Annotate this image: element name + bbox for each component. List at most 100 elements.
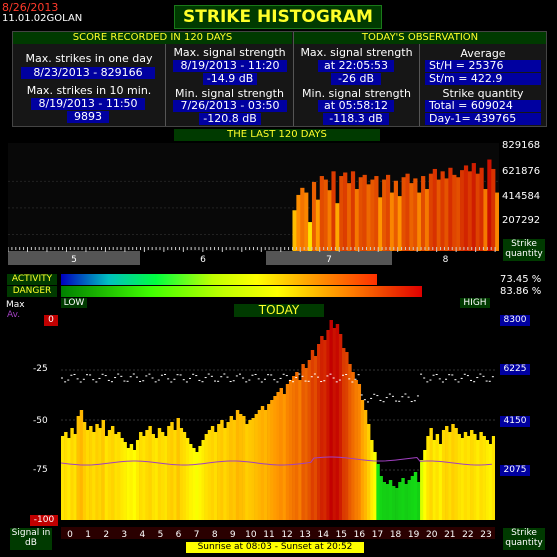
- hour-bar: [357, 384, 362, 520]
- hour-label: 4: [140, 530, 146, 539]
- min-sig-value: -120.8 dB: [199, 113, 261, 125]
- danger-value: 83.86 %: [500, 286, 542, 297]
- month-segment: [266, 251, 392, 265]
- hour-bar: [117, 432, 121, 520]
- hour-label: 20: [426, 530, 438, 539]
- hour-bar: [388, 480, 393, 520]
- month-axis: 5 6 7 8: [8, 247, 499, 265]
- max-legend: Max: [6, 300, 25, 310]
- hour-bar: [260, 406, 265, 520]
- hour-bar: [491, 436, 495, 520]
- hour-bar: [288, 380, 293, 520]
- hour-label: 12: [281, 530, 292, 539]
- day-bar: [417, 192, 422, 261]
- day-bar: [409, 183, 414, 261]
- day-bar: [448, 167, 453, 261]
- hour-bar: [135, 440, 140, 520]
- day-bar: [405, 173, 410, 261]
- hour-bar: [466, 436, 471, 520]
- day-bar: [366, 184, 371, 261]
- hour-bar: [345, 352, 349, 520]
- hour-bar: [210, 426, 215, 520]
- month-label: 5: [71, 255, 77, 265]
- day-bar: [456, 177, 461, 261]
- hour-bar: [270, 400, 274, 520]
- hour-label: 21: [444, 530, 455, 539]
- station-name: GOLAN: [46, 13, 83, 24]
- hour-label: 13: [299, 530, 310, 539]
- month-label: 7: [326, 255, 332, 265]
- hour-bar: [310, 350, 315, 520]
- strike-quantity-label: Strike quantity: [442, 87, 524, 100]
- hour-bar: [157, 428, 162, 520]
- hour-bar: [139, 432, 143, 520]
- day-bar: [475, 173, 480, 261]
- today-max-sig-value: -26 dB: [331, 73, 381, 85]
- day-bar: [471, 163, 476, 261]
- month-segment: [140, 251, 266, 265]
- hour-label: 19: [408, 530, 420, 539]
- day-bar: [440, 171, 445, 261]
- hour-label: 7: [194, 530, 200, 539]
- y-tick-right: 4150: [500, 416, 530, 427]
- hour-bar: [423, 450, 427, 520]
- day-bar: [452, 174, 457, 261]
- hour-bar: [313, 356, 318, 520]
- day-bar: [479, 167, 484, 261]
- hour-label: 1: [85, 530, 91, 539]
- day-bar: [444, 178, 449, 261]
- hour-label: 8: [212, 530, 218, 539]
- hour-bar: [245, 424, 249, 520]
- hour-bar: [482, 436, 486, 520]
- hour-label: 3: [121, 530, 127, 539]
- hour-bar: [385, 484, 390, 520]
- hour-bar: [104, 436, 109, 520]
- max-one-day-value: 8/23/2013 - 829166: [21, 67, 155, 79]
- day-bar: [436, 179, 441, 261]
- today-obs-header: TODAY'S OBSERVATION: [294, 32, 546, 44]
- day-bar: [491, 168, 496, 261]
- stats-panel: SCORE RECORDED IN 120 DAYS TODAY'S OBSER…: [12, 31, 547, 127]
- av-legend: Av.: [7, 310, 21, 320]
- hour-bar: [220, 420, 224, 520]
- hour-bar: [317, 344, 321, 520]
- hour-bar: [298, 380, 302, 520]
- version-label: 11.01.02GOLAN: [2, 13, 82, 25]
- hour-bar: [273, 396, 277, 520]
- hour-bar: [326, 330, 330, 520]
- hour-label: 18: [390, 530, 402, 539]
- hour-bar: [223, 428, 227, 520]
- day-bar: [382, 179, 387, 261]
- average-label: Average: [460, 47, 506, 60]
- day-bar: [339, 176, 344, 261]
- hour-bar: [395, 488, 399, 520]
- max-one-day-label: Max. strikes in one day: [25, 52, 153, 65]
- day-bar: [331, 171, 336, 261]
- hour-bar: [195, 452, 199, 520]
- max-ten-min-date: 8/19/2013 - 11:50: [31, 98, 145, 110]
- hour-bar: [173, 430, 177, 520]
- activity-bar-fill: [61, 274, 377, 285]
- hour-bar: [110, 426, 115, 520]
- hour-label: 5: [158, 530, 164, 539]
- divider: [293, 32, 294, 126]
- day-bar: [362, 174, 367, 261]
- hour-bar: [257, 410, 262, 520]
- hour-bar: [242, 416, 246, 520]
- hour-bar: [182, 432, 187, 520]
- hour-bar: [435, 434, 440, 520]
- hour-bar: [292, 376, 296, 520]
- hour-bar: [448, 432, 452, 520]
- day-bar: [467, 171, 473, 261]
- today-max-sig-time: at 22:05:53: [318, 60, 394, 72]
- hour-bar: [232, 420, 237, 520]
- y-tick-left: -50: [33, 416, 48, 426]
- hour-bar: [426, 436, 430, 520]
- hour-bar: [164, 436, 168, 520]
- hour-bar: [101, 420, 106, 520]
- hour-label: 16: [354, 530, 366, 539]
- hour-bar: [432, 440, 436, 520]
- day-bar: [432, 168, 437, 261]
- hour-bar: [410, 476, 415, 520]
- hour-bar: [76, 416, 81, 520]
